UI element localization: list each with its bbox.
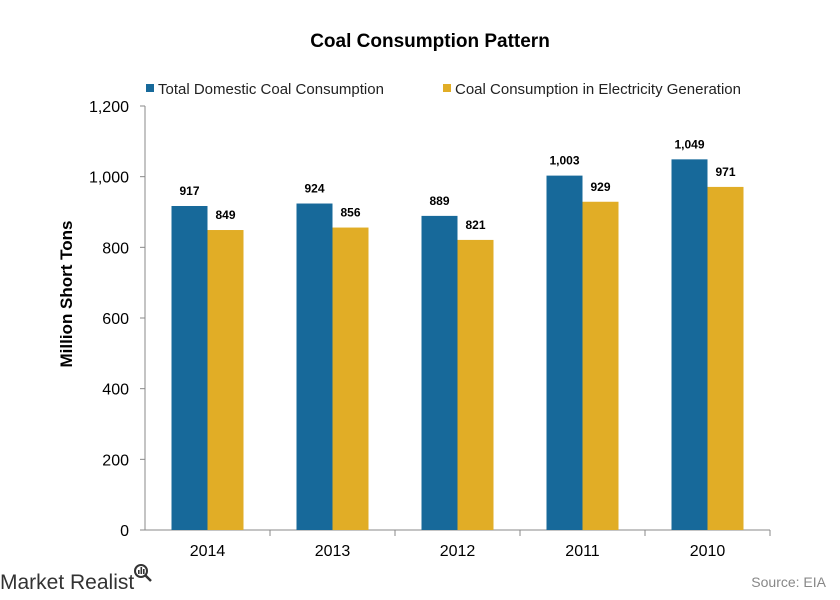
y-tick-label: 400 [102,382,129,399]
x-tick-label: 2013 [315,543,351,560]
magnifier-icon [134,564,152,582]
source-note: Source: EIA [751,574,826,590]
y-axis-label: Million Short Tons [57,221,76,368]
legend: Total Domestic Coal Consumption Coal Con… [146,81,741,98]
bar-total [546,175,583,530]
data-label: 924 [304,182,324,196]
data-label: 1,003 [549,154,579,168]
x-tick-label: 2012 [440,543,476,560]
bar-electricity [582,201,619,530]
x-tick-label: 2011 [565,543,600,560]
y-tick-label: 1,200 [89,99,129,116]
bar-total [296,203,333,530]
bar-electricity [207,230,244,530]
bar-electricity [707,186,744,530]
legend-swatch-electricity [443,84,451,92]
data-label: 1,049 [674,137,704,151]
y-tick-label: 800 [102,240,129,257]
x-tick-label: 2010 [690,543,726,560]
bar-total [671,159,708,530]
bar-electricity [332,227,369,530]
legend-label-total: Total Domestic Coal Consumption [158,81,384,98]
data-label: 917 [179,184,199,198]
legend-label-electricity: Coal Consumption in Electricity Generati… [455,81,741,98]
y-tick-label: 600 [102,311,129,328]
x-tick-label: 2014 [190,543,226,560]
brand-name: Market Realist [0,571,134,594]
x-ticks: 2014 2013 2012 2011 2010 [190,530,771,560]
y-tick-label: 200 [102,452,129,469]
y-tick-label: 0 [120,523,129,540]
bar-electricity [457,239,494,530]
y-tick-label: 1,000 [89,170,129,187]
data-label: 889 [429,194,449,208]
legend-swatch-total [146,84,154,92]
chart-title: Coal Consumption Pattern [310,31,550,52]
brand-logo: Market Realist [0,564,152,594]
data-labels: 917 849 924 856 889 821 1,003 929 1,049 971 [179,137,735,232]
data-label: 856 [340,206,360,220]
data-label: 821 [465,218,485,232]
data-label: 971 [715,165,735,179]
data-label: 929 [590,180,610,194]
data-label: 849 [215,208,235,222]
bar-total [421,215,458,531]
bar-total [171,205,208,530]
y-ticks: 0 200 400 600 800 1,000 1,200 [89,99,145,540]
bars [171,159,744,531]
